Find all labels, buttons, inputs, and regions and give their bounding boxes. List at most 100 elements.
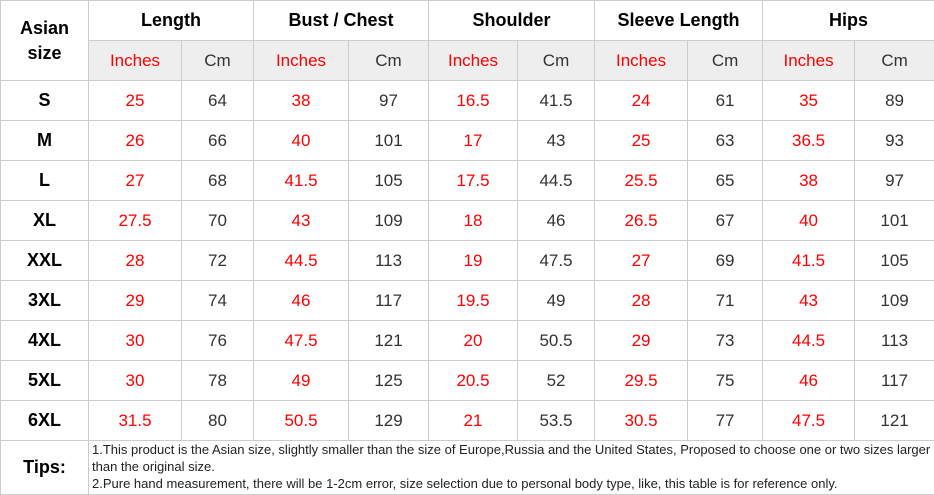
tips-line: 2.Pure hand measurement, there will be 1… — [92, 476, 931, 493]
value-cell: 26 — [89, 121, 182, 161]
value-cell: 101 — [855, 201, 934, 241]
value-cell: 25 — [595, 121, 688, 161]
table-row: L 27 68 41.5 105 17.5 44.5 25.5 65 38 97 — [1, 161, 934, 201]
value-cell: 49 — [518, 281, 595, 321]
value-cell: 46 — [254, 281, 349, 321]
value-cell: 28 — [89, 241, 182, 281]
unit-header-inches: Inches — [429, 41, 518, 81]
value-cell: 17.5 — [429, 161, 518, 201]
col-group-length: Length — [89, 1, 254, 41]
value-cell: 129 — [349, 401, 429, 441]
value-cell: 66 — [182, 121, 254, 161]
corner-header-asian-size: Asian size — [1, 1, 89, 81]
value-cell: 29.5 — [595, 361, 688, 401]
value-cell: 19 — [429, 241, 518, 281]
size-cell: L — [1, 161, 89, 201]
size-cell: 3XL — [1, 281, 89, 321]
value-cell: 80 — [182, 401, 254, 441]
value-cell: 67 — [688, 201, 763, 241]
table-row: XL 27.5 70 43 109 18 46 26.5 67 40 101 — [1, 201, 934, 241]
size-cell: S — [1, 81, 89, 121]
table-row: M 26 66 40 101 17 43 25 63 36.5 93 — [1, 121, 934, 161]
value-cell: 73 — [688, 321, 763, 361]
value-cell: 63 — [688, 121, 763, 161]
value-cell: 113 — [855, 321, 934, 361]
table-row: 3XL 29 74 46 117 19.5 49 28 71 43 109 — [1, 281, 934, 321]
value-cell: 64 — [182, 81, 254, 121]
value-cell: 78 — [182, 361, 254, 401]
value-cell: 27 — [89, 161, 182, 201]
value-cell: 40 — [254, 121, 349, 161]
tips-row: Tips: 1.This product is the Asian size, … — [1, 441, 934, 495]
value-cell: 89 — [855, 81, 934, 121]
unit-header-cm: Cm — [182, 41, 254, 81]
value-cell: 47.5 — [763, 401, 855, 441]
value-cell: 77 — [688, 401, 763, 441]
value-cell: 49 — [254, 361, 349, 401]
unit-header-inches: Inches — [595, 41, 688, 81]
value-cell: 41.5 — [763, 241, 855, 281]
unit-header-inches: Inches — [254, 41, 349, 81]
value-cell: 47.5 — [254, 321, 349, 361]
value-cell: 35 — [763, 81, 855, 121]
value-cell: 44.5 — [763, 321, 855, 361]
value-cell: 29 — [595, 321, 688, 361]
header-group-row: Asian size Length Bust / Chest Shoulder … — [1, 1, 934, 41]
value-cell: 38 — [254, 81, 349, 121]
value-cell: 74 — [182, 281, 254, 321]
value-cell: 105 — [349, 161, 429, 201]
table-row: XXL 28 72 44.5 113 19 47.5 27 69 41.5 10… — [1, 241, 934, 281]
value-cell: 36.5 — [763, 121, 855, 161]
tips-line: 1.This product is the Asian size, slight… — [92, 442, 931, 476]
value-cell: 50.5 — [254, 401, 349, 441]
value-cell: 31.5 — [89, 401, 182, 441]
value-cell: 27.5 — [89, 201, 182, 241]
value-cell: 72 — [182, 241, 254, 281]
value-cell: 43 — [254, 201, 349, 241]
tips-label: Tips: — [1, 441, 89, 495]
value-cell: 121 — [349, 321, 429, 361]
value-cell: 117 — [855, 361, 934, 401]
table-row: S 25 64 38 97 16.5 41.5 24 61 35 89 — [1, 81, 934, 121]
unit-header-cm: Cm — [688, 41, 763, 81]
value-cell: 47.5 — [518, 241, 595, 281]
value-cell: 26.5 — [595, 201, 688, 241]
value-cell: 65 — [688, 161, 763, 201]
value-cell: 101 — [349, 121, 429, 161]
value-cell: 75 — [688, 361, 763, 401]
value-cell: 27 — [595, 241, 688, 281]
value-cell: 19.5 — [429, 281, 518, 321]
value-cell: 68 — [182, 161, 254, 201]
value-cell: 25 — [89, 81, 182, 121]
value-cell: 41.5 — [518, 81, 595, 121]
value-cell: 18 — [429, 201, 518, 241]
value-cell: 25.5 — [595, 161, 688, 201]
size-cell: 4XL — [1, 321, 89, 361]
value-cell: 28 — [595, 281, 688, 321]
value-cell: 109 — [855, 281, 934, 321]
value-cell: 30 — [89, 361, 182, 401]
value-cell: 44.5 — [518, 161, 595, 201]
tips-cell: 1.This product is the Asian size, slight… — [89, 441, 934, 495]
value-cell: 76 — [182, 321, 254, 361]
value-cell: 24 — [595, 81, 688, 121]
value-cell: 53.5 — [518, 401, 595, 441]
table-row: 5XL 30 78 49 125 20.5 52 29.5 75 46 117 — [1, 361, 934, 401]
col-group-shoulder: Shoulder — [429, 1, 595, 41]
value-cell: 93 — [855, 121, 934, 161]
value-cell: 43 — [518, 121, 595, 161]
unit-header-cm: Cm — [349, 41, 429, 81]
value-cell: 97 — [349, 81, 429, 121]
value-cell: 20 — [429, 321, 518, 361]
size-cell: XL — [1, 201, 89, 241]
value-cell: 117 — [349, 281, 429, 321]
col-group-hips: Hips — [763, 1, 934, 41]
size-cell: 6XL — [1, 401, 89, 441]
value-cell: 20.5 — [429, 361, 518, 401]
value-cell: 61 — [688, 81, 763, 121]
value-cell: 43 — [763, 281, 855, 321]
value-cell: 16.5 — [429, 81, 518, 121]
unit-header-inches: Inches — [763, 41, 855, 81]
col-group-bust-chest: Bust / Chest — [254, 1, 429, 41]
value-cell: 105 — [855, 241, 934, 281]
